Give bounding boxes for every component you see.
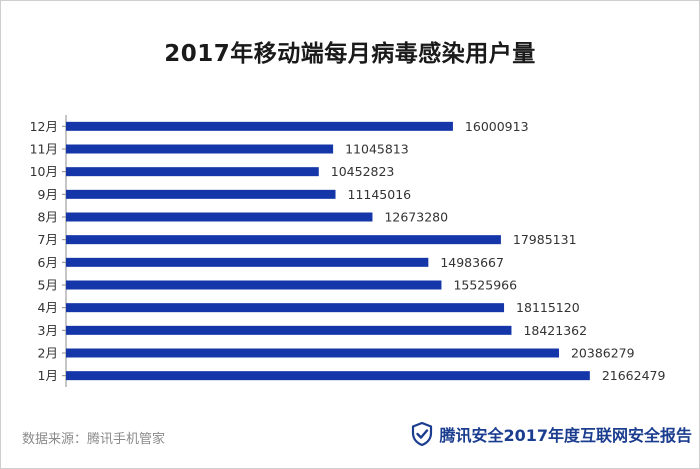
value-label: 18115120 (516, 300, 580, 315)
category-label: 9月 (38, 187, 58, 202)
category-label: 1月 (38, 368, 58, 383)
category-label: 11月 (30, 142, 58, 157)
bar (66, 325, 512, 335)
brand-text: 腾讯安全2017年度互联网安全报告 (439, 426, 692, 445)
value-label: 14983667 (440, 255, 504, 270)
value-label: 20386279 (571, 346, 635, 361)
shield-check-icon (412, 422, 433, 446)
bar (66, 167, 319, 177)
category-label: 3月 (38, 323, 58, 338)
bar (66, 257, 429, 267)
brand-footer: 腾讯安全2017年度互联网安全报告 (411, 422, 692, 446)
category-label: 7月 (38, 232, 58, 247)
value-label: 11145016 (348, 187, 412, 202)
category-label: 10月 (30, 164, 58, 179)
category-label: 2月 (38, 346, 58, 361)
bar (66, 121, 453, 131)
value-label: 15525966 (453, 278, 517, 293)
category-label: 4月 (38, 300, 58, 315)
bar (66, 189, 336, 199)
category-label: 6月 (38, 255, 58, 270)
bar (66, 144, 334, 154)
bar (66, 212, 373, 222)
category-label: 5月 (38, 278, 58, 293)
bar (66, 348, 559, 358)
value-label: 16000913 (465, 119, 529, 134)
value-label: 21662479 (602, 368, 666, 383)
category-label: 8月 (38, 210, 58, 225)
value-label: 10452823 (331, 164, 395, 179)
bar (66, 371, 590, 381)
source-note: 数据来源：腾讯手机管家 (22, 432, 166, 447)
bar (66, 235, 501, 245)
value-label: 11045813 (345, 142, 409, 157)
value-label: 17985131 (513, 232, 577, 247)
bar (66, 303, 505, 313)
value-label: 12673280 (384, 210, 448, 225)
bar (66, 280, 442, 290)
bars-layer: 12月 16000913 11月 11045813 10月 10452823 9月 11145… (30, 115, 666, 387)
value-label: 18421362 (523, 323, 587, 338)
category-label: 12月 (30, 119, 58, 134)
chart-title: 2017年移动端每月病毒感染用户量 (164, 41, 536, 67)
